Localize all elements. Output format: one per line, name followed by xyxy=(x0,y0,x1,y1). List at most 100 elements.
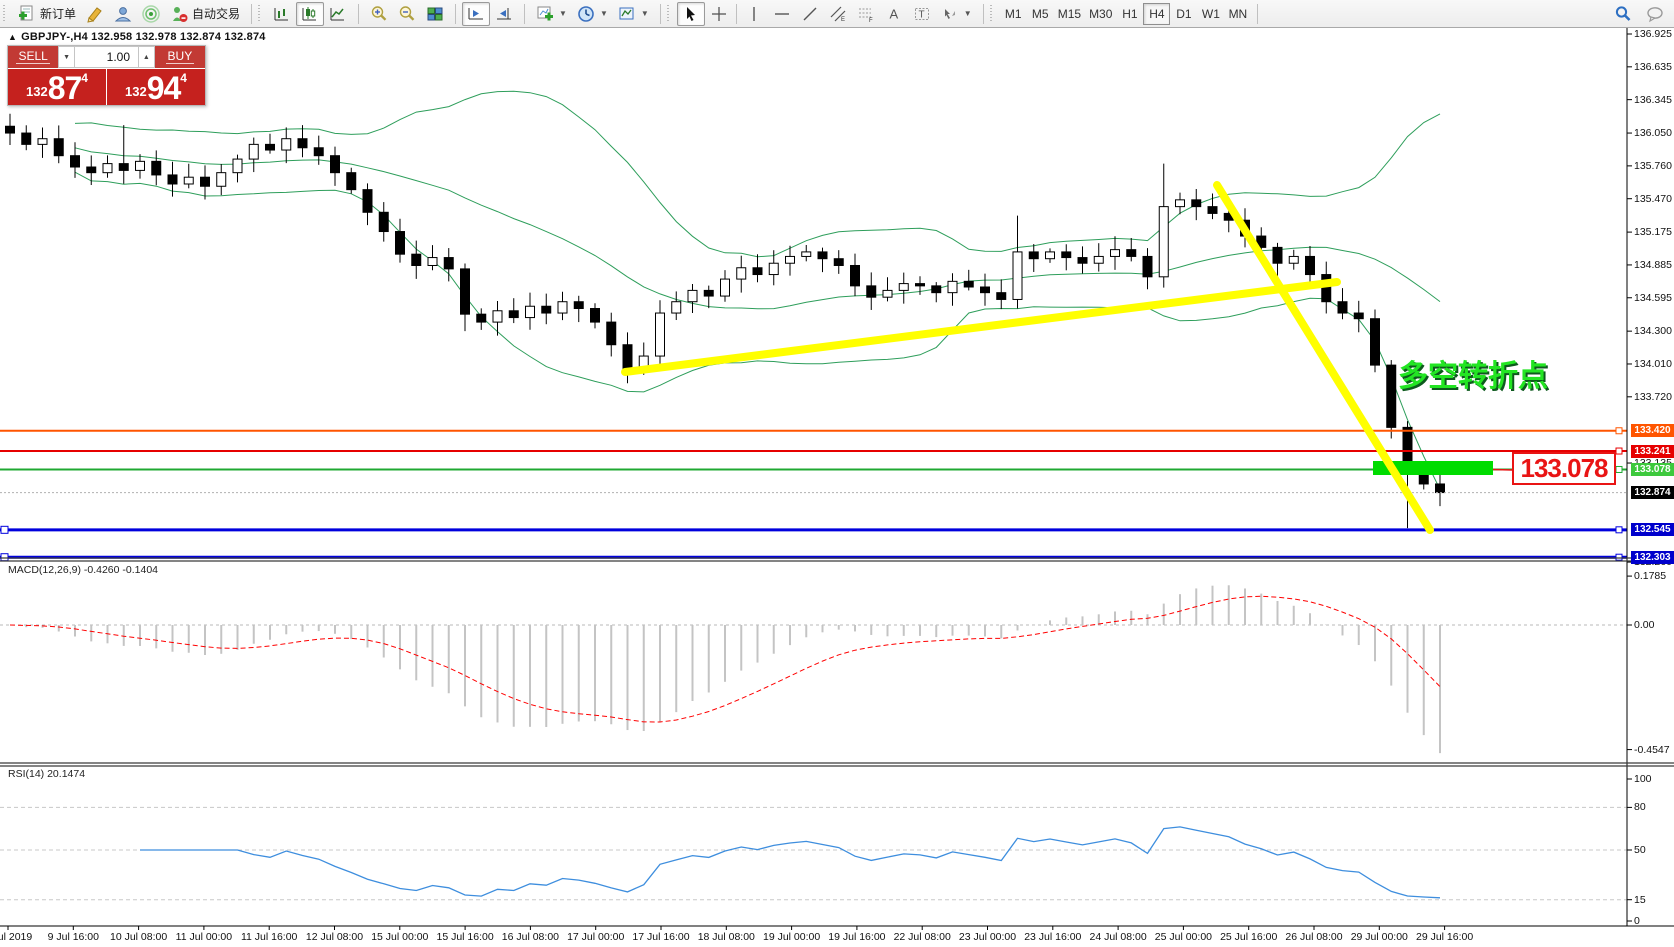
macd-histogram xyxy=(0,585,1627,754)
equidistant-channel-icon: E xyxy=(829,5,847,23)
zoom-in-button[interactable] xyxy=(365,2,393,26)
cursor-button[interactable] xyxy=(676,1,705,26)
crosshair-button[interactable] xyxy=(705,2,733,26)
dropdown-caret: ▼ xyxy=(963,9,972,18)
time-axis-label: 15 Jul 16:00 xyxy=(436,931,494,943)
dropdown-caret: ▼ xyxy=(640,9,649,18)
candle-chart-icon xyxy=(301,5,319,23)
periods-button[interactable]: ▼ xyxy=(572,2,613,26)
toolbar-gripper[interactable] xyxy=(989,4,994,23)
timeframe-h4[interactable]: H4 xyxy=(1143,2,1171,25)
support-trendline[interactable] xyxy=(621,278,1341,376)
zoom-out-button[interactable] xyxy=(393,2,421,26)
toolbar-gripper[interactable] xyxy=(3,4,7,23)
line-chart-icon xyxy=(329,5,347,23)
buy-price-button[interactable]: 132 94 4 xyxy=(107,69,205,105)
volume-decrease-button[interactable]: ▼ xyxy=(58,46,75,68)
styler-button[interactable] xyxy=(81,2,109,26)
time-axis-label: 9 Jul 2019 xyxy=(0,931,33,943)
toolbar-gripper[interactable] xyxy=(258,4,263,23)
horizontal-line-133.078[interactable] xyxy=(0,465,1627,473)
rsi-tick-label: 0 xyxy=(1634,915,1640,927)
price-chip-133.078: 133.078 xyxy=(1631,462,1674,476)
text-label-button[interactable]: T xyxy=(908,2,936,26)
fibonacci-button[interactable]: F xyxy=(852,2,880,26)
volume-input[interactable] xyxy=(75,46,138,68)
price-tick-label: 135.175 xyxy=(1634,226,1672,239)
price-tick-label: 135.760 xyxy=(1634,159,1672,172)
timeframe-w1[interactable]: W1 xyxy=(1201,6,1220,21)
profile-icon xyxy=(114,5,132,23)
buy-button[interactable]: BUY xyxy=(154,46,205,68)
text-button[interactable]: A xyxy=(880,2,908,26)
line-chart-button[interactable] xyxy=(324,2,352,26)
rsi-tick-label: 80 xyxy=(1634,801,1646,814)
chat-icon[interactable] xyxy=(1646,5,1664,23)
toolbar-gripper[interactable] xyxy=(666,4,671,23)
new-chart-button[interactable]: ▼ xyxy=(531,2,572,26)
equidistant-channel-button[interactable]: E xyxy=(824,2,852,26)
buy-price-prefix: 132 xyxy=(125,84,147,99)
time-axis-label: 23 Jul 16:00 xyxy=(1024,931,1082,943)
new-order-button[interactable]: 新订单 xyxy=(13,2,81,26)
dropdown-caret: ▼ xyxy=(599,9,608,18)
tile-windows-button[interactable] xyxy=(421,2,449,26)
bar-chart-button[interactable] xyxy=(268,2,296,26)
trendline-button[interactable] xyxy=(796,2,824,26)
sell-button[interactable]: SELL xyxy=(8,46,59,68)
vertical-line-button[interactable] xyxy=(740,2,768,26)
autoscroll-button[interactable] xyxy=(462,1,491,26)
signals-icon xyxy=(142,4,160,23)
sell-price-button[interactable]: 132 87 4 xyxy=(8,69,106,105)
buy-price-pip: 4 xyxy=(180,71,187,85)
rsi-label: RSI(14) 20.1474 xyxy=(8,768,86,780)
horizontal-line-132.303[interactable] xyxy=(0,553,1627,562)
svg-text:E: E xyxy=(841,17,845,23)
macd-tick-label: -0.4547 xyxy=(1634,743,1670,756)
horizontal-line-133.42[interactable] xyxy=(0,427,1627,435)
crosshair-icon xyxy=(710,5,728,23)
time-axis-label: 23 Jul 00:00 xyxy=(958,931,1017,943)
horizontal-line-133.241[interactable] xyxy=(0,447,1627,455)
signals-button[interactable] xyxy=(137,2,165,26)
templates-button[interactable]: ▼ xyxy=(613,2,654,26)
price-chip-132.874: 132.874 xyxy=(1631,486,1674,500)
price-tick-label: 134.885 xyxy=(1634,258,1672,271)
new-chart-icon xyxy=(536,5,554,23)
rsi-tick-label: 50 xyxy=(1634,844,1646,856)
bar-chart-icon xyxy=(273,5,291,23)
turning-point-annotation[interactable]: 多空转折点 xyxy=(1398,360,1548,393)
support-zone-rectangle[interactable] xyxy=(1373,461,1493,475)
new-order-icon xyxy=(18,5,36,23)
timeframe-d1[interactable]: D1 xyxy=(1176,6,1192,21)
timeframe-m5[interactable]: M5 xyxy=(1031,6,1049,21)
profile-button[interactable] xyxy=(109,2,137,26)
arrows-icon xyxy=(941,5,959,23)
rsi-pane-content xyxy=(0,806,1627,901)
volume-increase-button[interactable]: ▲ xyxy=(138,46,155,68)
search-icon[interactable] xyxy=(1614,5,1632,23)
breakdown-trendline[interactable] xyxy=(1213,181,1434,534)
price-callout-label[interactable]: 133.078 xyxy=(1512,452,1616,485)
symbol-triangle-icon: ▲ xyxy=(8,32,18,42)
timeframe-mn[interactable]: MN xyxy=(1228,6,1248,21)
sell-price-main: 87 xyxy=(47,70,83,106)
timeframe-m30[interactable]: M30 xyxy=(1089,6,1113,21)
autotrading-label: 自动交易 xyxy=(192,7,241,21)
horizontal-line-132.545[interactable] xyxy=(0,525,1627,534)
timeframe-m1[interactable]: M1 xyxy=(1004,6,1022,21)
time-axis-label: 25 Jul 00:00 xyxy=(1154,931,1212,943)
vertical-line-icon xyxy=(745,5,763,23)
horizontal-line-button[interactable] xyxy=(768,2,796,26)
main-toolbar: 新订单 自动交易 xyxy=(0,0,1674,28)
arrows-button[interactable]: ▼ xyxy=(936,2,977,26)
rsi-line xyxy=(140,826,1441,899)
chart-shift-button[interactable] xyxy=(490,2,518,26)
autotrading-button[interactable]: 自动交易 xyxy=(165,2,245,26)
candle-chart-button[interactable] xyxy=(296,1,325,26)
timeframe-m15[interactable]: M15 xyxy=(1057,6,1082,21)
svg-text:F: F xyxy=(869,18,873,23)
timeframe-h1[interactable]: H1 xyxy=(1122,6,1138,21)
